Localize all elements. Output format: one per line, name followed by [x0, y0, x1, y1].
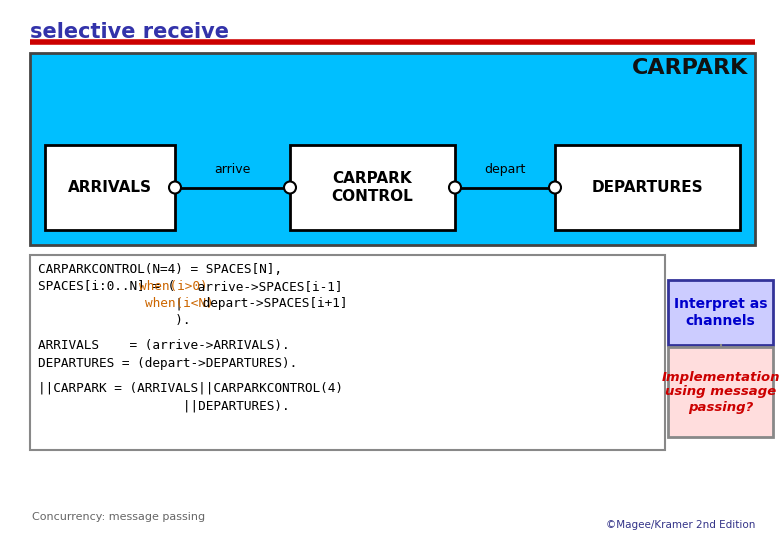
- Text: Interpret as
channels: Interpret as channels: [674, 298, 768, 328]
- Text: when(i<N): when(i<N): [145, 297, 214, 310]
- Text: arrive->SPACES[i-1]: arrive->SPACES[i-1]: [190, 280, 342, 293]
- Text: depart->SPACES[i+1]: depart->SPACES[i+1]: [195, 297, 348, 310]
- Text: ARRIVALS    = (arrive->ARRIVALS).: ARRIVALS = (arrive->ARRIVALS).: [38, 340, 289, 353]
- FancyBboxPatch shape: [30, 53, 755, 245]
- FancyBboxPatch shape: [555, 145, 740, 230]
- Text: arrive: arrive: [215, 163, 250, 176]
- FancyBboxPatch shape: [45, 145, 175, 230]
- Text: ARRIVALS: ARRIVALS: [68, 180, 152, 195]
- Text: DEPARTURES = (depart->DEPARTURES).: DEPARTURES = (depart->DEPARTURES).: [38, 356, 297, 369]
- Text: ||DEPARTURES).: ||DEPARTURES).: [38, 399, 289, 412]
- Circle shape: [284, 181, 296, 193]
- Circle shape: [449, 181, 461, 193]
- Text: ||CARPARK = (ARRIVALS||CARPARKCONTROL(4): ||CARPARK = (ARRIVALS||CARPARKCONTROL(4): [38, 382, 343, 395]
- Text: selective receive: selective receive: [30, 22, 229, 42]
- FancyBboxPatch shape: [290, 145, 455, 230]
- FancyBboxPatch shape: [668, 280, 773, 345]
- Text: ).: ).: [38, 314, 190, 327]
- Text: ©Magee/Kramer 2nd Edition: ©Magee/Kramer 2nd Edition: [605, 520, 755, 530]
- Text: |: |: [38, 297, 183, 310]
- Text: Concurrency: message passing: Concurrency: message passing: [32, 512, 205, 522]
- Text: when(i>0): when(i>0): [139, 280, 207, 293]
- Text: depart: depart: [484, 163, 526, 176]
- Text: CARPARKCONTROL(N=4) = SPACES[N],: CARPARKCONTROL(N=4) = SPACES[N],: [38, 263, 282, 276]
- Text: CARPARK
CONTROL: CARPARK CONTROL: [332, 171, 413, 204]
- Circle shape: [549, 181, 561, 193]
- Text: Implementation
using message
passing?: Implementation using message passing?: [661, 370, 780, 414]
- Text: DEPARTURES: DEPARTURES: [592, 180, 704, 195]
- Circle shape: [169, 181, 181, 193]
- Text: SPACES[i:0..N] = (: SPACES[i:0..N] = (: [38, 280, 176, 293]
- Text: CARPARK: CARPARK: [632, 58, 748, 78]
- FancyBboxPatch shape: [668, 347, 773, 437]
- FancyBboxPatch shape: [30, 255, 665, 450]
